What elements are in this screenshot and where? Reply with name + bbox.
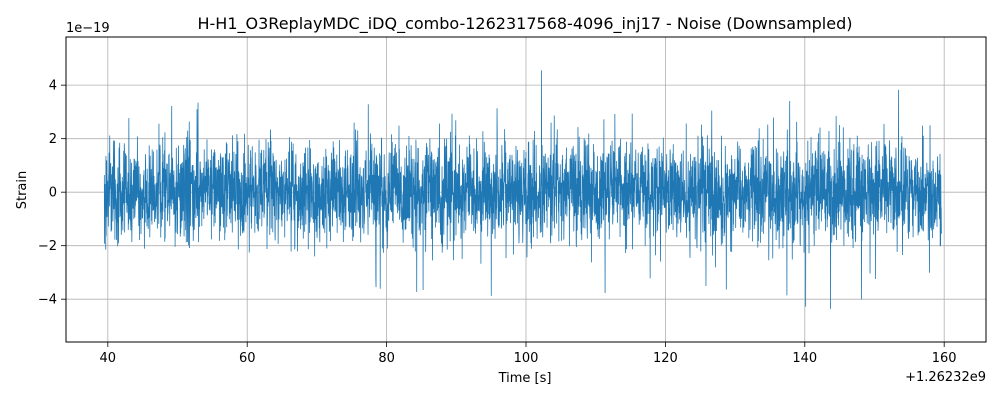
plot-area (103, 70, 942, 309)
y-tick-label: 4 (49, 79, 57, 94)
y-tick-label: −4 (38, 293, 57, 308)
y-tick-label: −2 (38, 239, 57, 254)
y-axis-scale-label: 1e−19 (66, 21, 110, 36)
x-tick-label: 80 (378, 351, 395, 366)
y-axis-label: Strain (15, 171, 30, 210)
x-tick-label: 120 (653, 351, 678, 366)
chart-title: H-H1_O3ReplayMDC_iDQ_combo-1262317568-40… (198, 14, 853, 34)
x-axis-ticks: 40 60 80 100 120 140 160 (100, 342, 957, 366)
y-axis-ticks: −4 −2 0 2 4 (38, 79, 66, 308)
y-tick-label: 0 (49, 186, 57, 201)
x-tick-label: 40 (100, 351, 117, 366)
x-tick-label: 140 (792, 351, 817, 366)
x-tick-label: 160 (932, 351, 957, 366)
series-line-strain (103, 70, 942, 309)
x-tick-label: 60 (239, 351, 256, 366)
x-axis-label: Time [s] (498, 371, 552, 386)
x-tick-label: 100 (514, 351, 539, 366)
y-tick-label: 2 (49, 132, 57, 147)
x-axis-offset-label: +1.26232e9 (905, 370, 986, 385)
